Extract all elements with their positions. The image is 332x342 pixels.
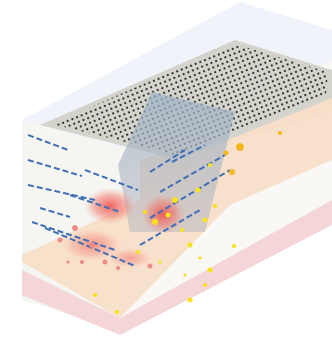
event: [184, 274, 187, 277]
event: [166, 213, 171, 218]
event: [172, 197, 178, 203]
event: [188, 298, 193, 303]
marker: [103, 260, 108, 265]
event: [203, 218, 208, 223]
event: [236, 143, 244, 151]
event: [203, 283, 207, 287]
event: [229, 169, 235, 175]
event: [115, 310, 119, 314]
event: [224, 151, 229, 156]
event: [136, 250, 140, 254]
event: [93, 293, 97, 297]
event: [208, 163, 212, 167]
illustration: [0, 0, 332, 342]
event: [278, 131, 282, 135]
event: [196, 188, 201, 193]
marker: [116, 266, 120, 270]
event: [232, 244, 236, 248]
event: [213, 204, 217, 208]
event: [208, 268, 213, 273]
event: [188, 243, 193, 248]
marker: [58, 238, 63, 243]
marker: [80, 260, 84, 264]
event: [143, 210, 147, 214]
hotspot: [84, 188, 136, 224]
event: [199, 257, 202, 260]
event: [180, 228, 184, 232]
marker: [67, 261, 70, 264]
event: [152, 219, 158, 225]
marker: [89, 242, 95, 248]
event: [159, 261, 162, 264]
marker: [72, 225, 78, 231]
marker: [148, 264, 153, 269]
page: [0, 0, 332, 342]
hotspot: [141, 194, 185, 234]
